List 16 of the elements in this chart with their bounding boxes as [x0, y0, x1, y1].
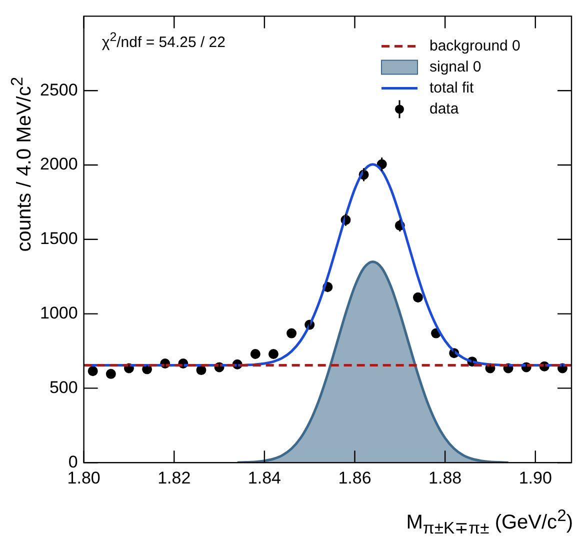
x-tick-label: 1.84 [248, 468, 281, 488]
x-tick-label: 1.90 [518, 468, 552, 488]
annotation: χ$^{2}$/ndf = 54.25 / 22 [102, 30, 226, 52]
x-axis-title: M$_{π±K∓π±}$ (GeV/c$^{2}$) [406, 506, 573, 539]
legend-label: background 0 [430, 37, 520, 54]
y-tick-label: 2000 [40, 154, 78, 174]
y-tick-label: 500 [49, 378, 78, 397]
y-tick-label: 1000 [40, 303, 78, 322]
x-tick-label: 1.86 [338, 468, 372, 488]
legend-label: data [430, 100, 460, 118]
legend-label: total fit [430, 79, 475, 96]
x-tick-label: 1.82 [158, 468, 191, 488]
x-tick-label: 1.88 [428, 468, 462, 488]
y-tick-label: 2500 [40, 80, 78, 100]
legend-label: signal 0 [430, 58, 482, 76]
y-tick-label: 1500 [40, 229, 78, 248]
